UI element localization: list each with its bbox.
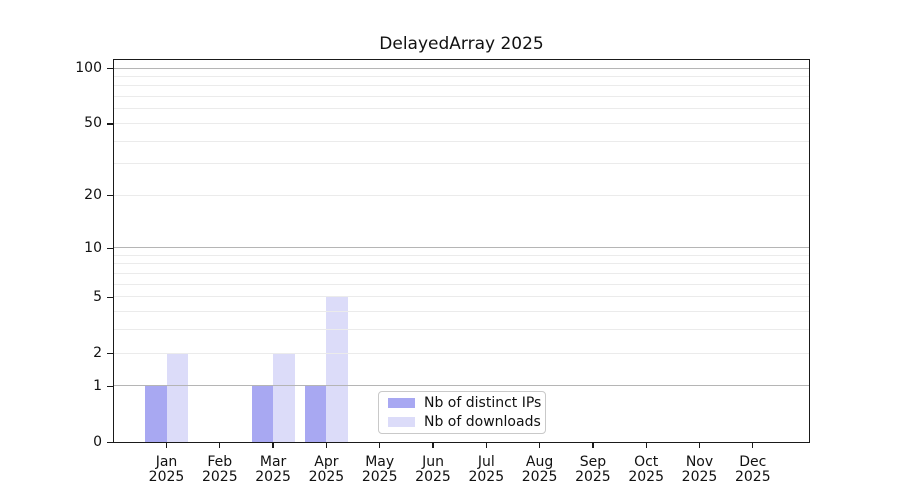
y-axis-label-5: 5 — [93, 288, 102, 305]
y-axis-label-20: 20 — [84, 187, 102, 204]
gridline-minor-2 — [114, 352, 809, 354]
x-axis-label-aug: Aug 2025 — [521, 454, 558, 485]
legend-swatch-distinct-ips — [388, 398, 415, 408]
legend: Nb of distinct IPs Nb of downloads — [378, 391, 546, 434]
legend-label-downloads: Nb of downloads — [424, 414, 541, 430]
gridline-minor-4 — [114, 311, 809, 313]
x-axis-label-may: May 2025 — [361, 454, 398, 485]
gridline-minor-3 — [114, 329, 809, 331]
bar-apr-nb-of-distinct-ips — [304, 385, 327, 442]
gridline-minor-90 — [114, 75, 809, 77]
legend-label-distinct-ips: Nb of distinct IPs — [424, 395, 542, 411]
x-axis-tick-dec — [752, 443, 754, 448]
x-axis-tick-jul — [485, 443, 487, 448]
gridline-minor-6 — [114, 283, 809, 285]
x-axis-label-nov: Nov 2025 — [681, 454, 718, 485]
y-axis-label-100: 100 — [75, 60, 102, 76]
x-axis-label-mar: Mar 2025 — [255, 454, 291, 485]
x-axis-label-jun: Jun 2025 — [415, 454, 451, 485]
x-axis-tick-oct — [645, 443, 647, 448]
gridline-minor-5 — [114, 296, 809, 298]
x-axis-tick-feb — [219, 443, 221, 448]
x-axis-tick-sep — [592, 443, 594, 448]
gridline-minor-80 — [114, 85, 809, 87]
gridline-minor-7 — [114, 273, 809, 274]
gridline-major-1 — [114, 385, 809, 387]
gridline-minor-20 — [114, 194, 809, 196]
y-axis-tick-1 — [107, 385, 113, 387]
y-axis-tick-0 — [107, 441, 113, 444]
bar-apr-nb-of-downloads — [326, 296, 348, 442]
x-axis-tick-apr — [325, 443, 328, 448]
y-axis-tick-20 — [107, 195, 113, 197]
y-axis-tick-5 — [107, 296, 113, 298]
y-axis-tick-10 — [107, 247, 113, 249]
x-axis-label-dec: Dec 2025 — [734, 454, 771, 485]
legend-swatch-downloads — [388, 417, 415, 427]
x-axis-tick-jun — [432, 443, 434, 448]
gridline-minor-70 — [114, 96, 809, 98]
x-axis-label-sep: Sep 2025 — [575, 454, 611, 485]
x-axis-tick-mar — [272, 443, 274, 448]
y-axis-label-1: 1 — [93, 377, 102, 394]
y-axis-label-50: 50 — [84, 115, 102, 132]
gridline-minor-40 — [114, 140, 809, 142]
y-axis-tick-50 — [107, 123, 113, 125]
x-axis-label-jul: Jul 2025 — [468, 454, 505, 485]
y-axis-label-0: 0 — [93, 434, 102, 450]
legend-row-downloads: Nb of downloads — [379, 414, 545, 430]
chart-title: DelayedArray 2025 — [379, 34, 544, 54]
gridline-minor-8 — [114, 263, 809, 265]
gridline-major-10 — [114, 247, 809, 249]
x-axis-label-jan: Jan 2025 — [148, 454, 185, 485]
x-axis-tick-jan — [165, 443, 168, 448]
gridline-minor-30 — [114, 163, 809, 165]
x-axis-label-apr: Apr 2025 — [308, 454, 345, 485]
gridline-minor-60 — [114, 108, 809, 110]
x-axis-label-feb: Feb 2025 — [201, 454, 238, 485]
x-axis-tick-nov — [698, 443, 701, 448]
plot-area — [113, 59, 810, 443]
gridline-minor-9 — [114, 254, 809, 256]
bar-jan-nb-of-distinct-ips — [145, 385, 167, 442]
y-axis-label-10: 10 — [84, 239, 102, 256]
bar-mar-nb-of-distinct-ips — [251, 385, 274, 442]
bar-jan-nb-of-downloads — [166, 353, 188, 442]
x-axis-tick-aug — [538, 443, 541, 448]
y-axis-tick-2 — [107, 352, 113, 355]
bar-mar-nb-of-downloads — [273, 353, 295, 442]
gridline-major-100 — [114, 67, 809, 69]
x-axis-label-oct: Oct 2025 — [628, 454, 664, 485]
x-axis-tick-may — [379, 443, 381, 448]
gridline-minor-50 — [114, 122, 809, 124]
legend-row-distinct-ips: Nb of distinct IPs — [379, 395, 545, 411]
y-axis-tick-100 — [107, 67, 113, 70]
y-axis-label-2: 2 — [93, 345, 102, 361]
